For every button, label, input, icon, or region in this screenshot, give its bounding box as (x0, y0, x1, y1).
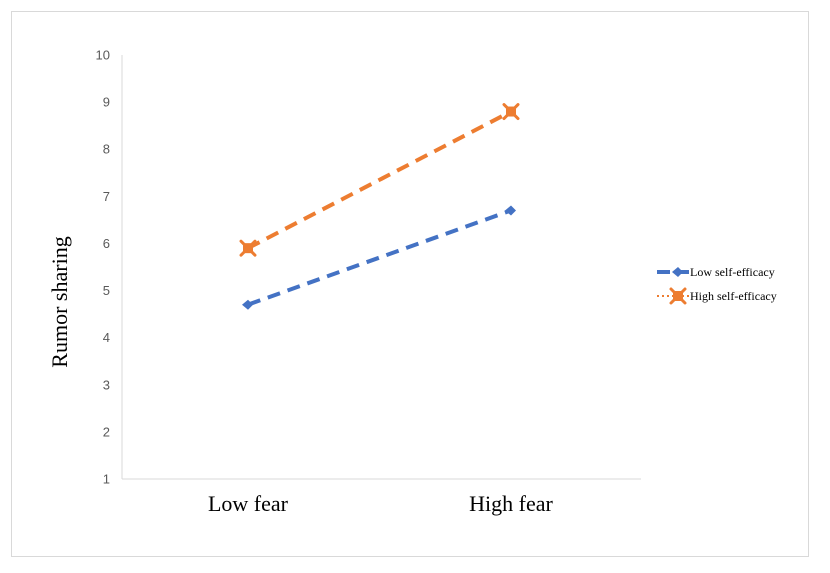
legend-swatch-marker (672, 267, 683, 277)
y-tick-label: 9 (103, 95, 110, 110)
data-point (505, 205, 516, 216)
y-tick-label: 4 (103, 330, 110, 345)
y-tick-label: 3 (103, 377, 110, 392)
data-point (242, 299, 253, 310)
series-line (247, 109, 512, 250)
y-axis-title: Rumor sharing (47, 236, 72, 367)
y-tick-label: 6 (103, 236, 110, 251)
legend-label: Low self-efficacy (690, 265, 775, 279)
series-line (247, 208, 512, 307)
y-tick-label: 2 (103, 424, 110, 439)
series-2 (239, 103, 520, 257)
series-layer (239, 103, 520, 310)
legend-item: High self-efficacy (657, 287, 777, 305)
y-tick-labels: 1 2 3 4 5 6 7 8 9 10 (96, 48, 110, 487)
y-tick-label: 10 (96, 48, 110, 63)
legend-label: High self-efficacy (690, 289, 777, 303)
legend-item: Low self-efficacy (657, 265, 775, 279)
data-point (239, 239, 257, 257)
data-point (502, 103, 520, 121)
x-category-label: Low fear (208, 491, 289, 516)
legend: Low self-efficacy High self-efficacy (657, 265, 777, 305)
y-tick-label: 7 (103, 189, 110, 204)
chart-border (11, 11, 809, 557)
y-tick-label: 8 (103, 142, 110, 157)
series-1 (242, 205, 516, 310)
x-category-labels: Low fear High fear (208, 491, 554, 516)
y-tick-label: 1 (103, 472, 110, 487)
x-category-label: High fear (469, 491, 553, 516)
legend-swatch-marker (669, 287, 687, 305)
y-tick-label: 5 (103, 283, 110, 298)
